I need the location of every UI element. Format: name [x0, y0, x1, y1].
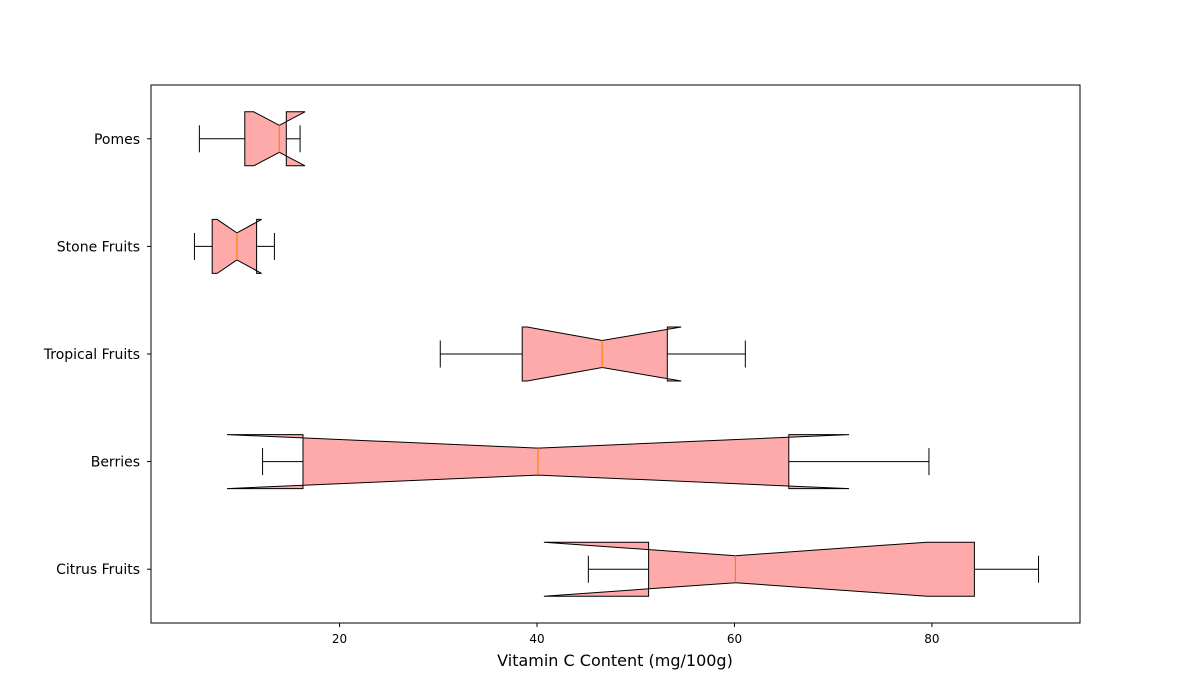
plot-area: 20 40 60 80 Citrus Fruits Berries Tropical Fru… — [43, 84, 1081, 646]
x-axis-title: Vitamin C Content (mg/100g) — [497, 651, 733, 670]
box-citrus-fruits — [543, 541, 975, 597]
x-tick-label: 60 — [727, 632, 742, 646]
y-category-label: Berries — [91, 455, 140, 471]
y-category-label: Pomes — [94, 132, 140, 148]
x-tick-label: 80 — [924, 632, 939, 646]
box-pomes — [244, 111, 306, 167]
x-tick-label: 40 — [529, 632, 544, 646]
y-category-label: Stone Fruits — [57, 239, 140, 255]
y-category-label: Tropical Fruits — [43, 347, 140, 363]
x-tick-label: 20 — [332, 632, 347, 646]
y-category-label: Citrus Fruits — [56, 562, 140, 578]
